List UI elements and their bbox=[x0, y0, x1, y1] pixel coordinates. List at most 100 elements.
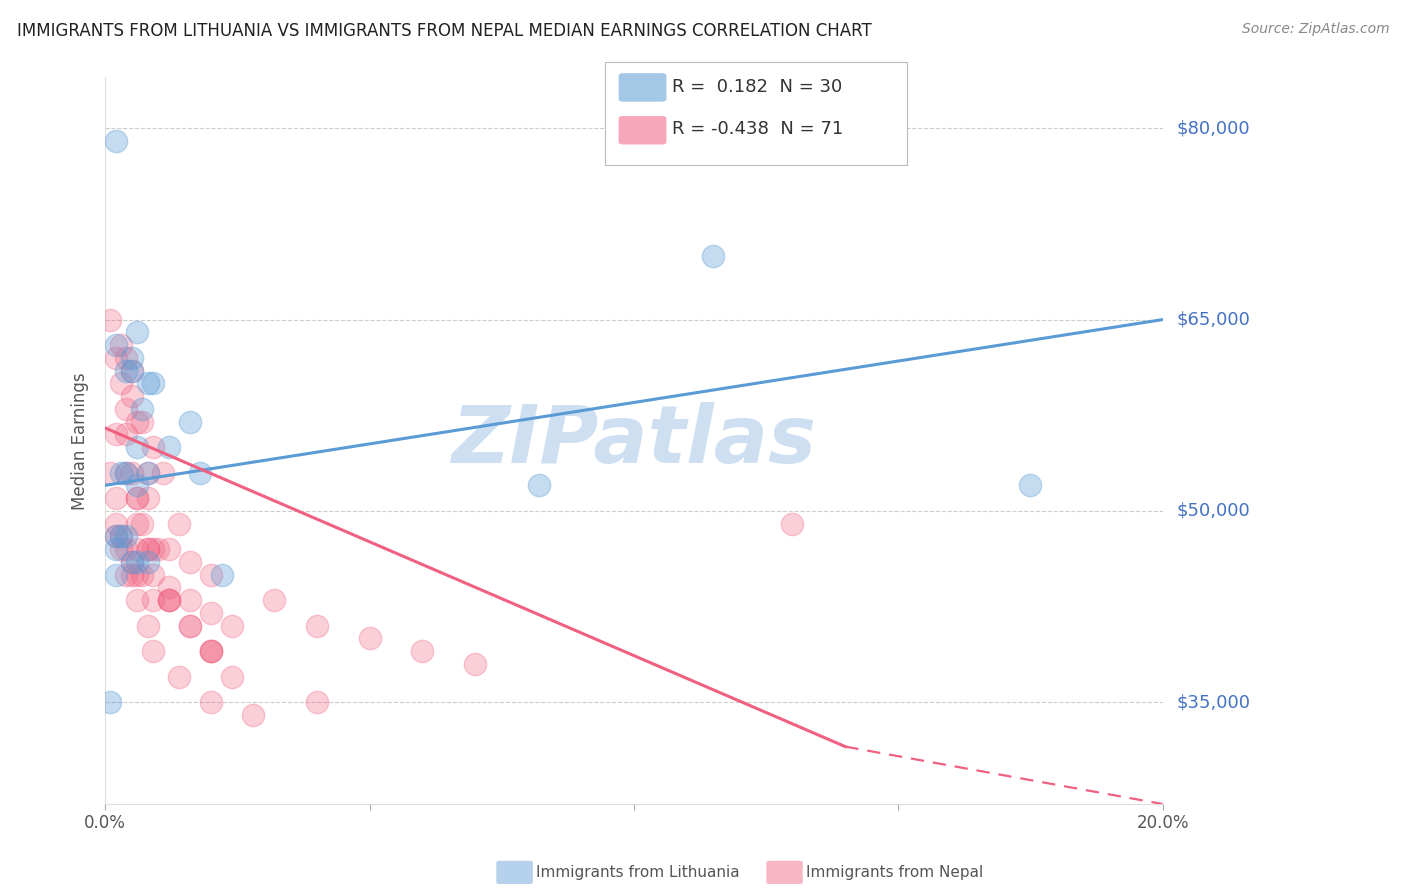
Point bbox=[121, 555, 143, 569]
Point bbox=[100, 466, 122, 480]
Point bbox=[100, 695, 122, 709]
Point bbox=[121, 363, 143, 377]
Point bbox=[104, 529, 127, 543]
Text: ZIPatlas: ZIPatlas bbox=[451, 401, 817, 480]
Point bbox=[221, 669, 243, 683]
Point bbox=[104, 516, 127, 531]
Point bbox=[200, 644, 222, 658]
Point bbox=[104, 567, 127, 582]
Point bbox=[136, 542, 159, 557]
Point bbox=[125, 440, 148, 454]
Point bbox=[142, 542, 165, 557]
Point bbox=[782, 516, 804, 531]
Point bbox=[121, 363, 143, 377]
Point bbox=[125, 491, 148, 505]
Point bbox=[200, 695, 222, 709]
Text: Immigrants from Lithuania: Immigrants from Lithuania bbox=[536, 865, 740, 880]
Text: R = -0.438  N = 71: R = -0.438 N = 71 bbox=[672, 120, 844, 138]
Point bbox=[211, 567, 233, 582]
Point bbox=[104, 529, 127, 543]
Point bbox=[115, 401, 138, 416]
Point bbox=[100, 312, 122, 326]
Point bbox=[157, 593, 180, 607]
Point bbox=[121, 466, 143, 480]
Point bbox=[104, 427, 127, 442]
Point bbox=[125, 542, 148, 557]
Point bbox=[121, 567, 143, 582]
Point bbox=[263, 593, 285, 607]
Point bbox=[131, 415, 153, 429]
Point bbox=[152, 466, 174, 480]
Point bbox=[110, 376, 132, 391]
Text: Immigrants from Nepal: Immigrants from Nepal bbox=[806, 865, 983, 880]
Text: $35,000: $35,000 bbox=[1177, 693, 1250, 711]
Point bbox=[131, 401, 153, 416]
Point bbox=[179, 593, 201, 607]
Point bbox=[121, 389, 143, 403]
Point bbox=[142, 376, 165, 391]
Point bbox=[104, 134, 127, 148]
Point bbox=[115, 351, 138, 365]
Point bbox=[125, 326, 148, 340]
Point bbox=[142, 593, 165, 607]
Point bbox=[157, 440, 180, 454]
Point bbox=[104, 351, 127, 365]
Point bbox=[115, 466, 138, 480]
Point bbox=[115, 542, 138, 557]
Point bbox=[136, 542, 159, 557]
Point bbox=[179, 618, 201, 632]
Point bbox=[179, 415, 201, 429]
Point bbox=[125, 593, 148, 607]
Point bbox=[200, 644, 222, 658]
Point bbox=[110, 542, 132, 557]
Point bbox=[200, 567, 222, 582]
Point bbox=[179, 555, 201, 569]
Point bbox=[179, 618, 201, 632]
Point bbox=[121, 351, 143, 365]
Point bbox=[305, 618, 328, 632]
Point bbox=[125, 491, 148, 505]
Point bbox=[167, 516, 190, 531]
Point bbox=[115, 466, 138, 480]
Point bbox=[136, 618, 159, 632]
Point bbox=[527, 478, 550, 492]
Point bbox=[200, 606, 222, 620]
Text: $50,000: $50,000 bbox=[1177, 502, 1250, 520]
Point bbox=[167, 669, 190, 683]
Point bbox=[411, 644, 433, 658]
Point bbox=[110, 529, 132, 543]
Point bbox=[110, 466, 132, 480]
Point bbox=[104, 542, 127, 557]
Point bbox=[136, 466, 159, 480]
Y-axis label: Median Earnings: Median Earnings bbox=[72, 372, 89, 509]
Point bbox=[190, 466, 212, 480]
Point bbox=[142, 644, 165, 658]
Point bbox=[702, 249, 724, 263]
Point bbox=[115, 567, 138, 582]
Text: R =  0.182  N = 30: R = 0.182 N = 30 bbox=[672, 78, 842, 95]
Point bbox=[125, 567, 148, 582]
Point bbox=[136, 466, 159, 480]
Point bbox=[136, 376, 159, 391]
Point bbox=[110, 529, 132, 543]
Point bbox=[359, 632, 381, 646]
Point bbox=[200, 644, 222, 658]
Point bbox=[115, 529, 138, 543]
Point bbox=[125, 478, 148, 492]
Point bbox=[464, 657, 486, 671]
Point bbox=[104, 338, 127, 352]
Point bbox=[142, 440, 165, 454]
Point bbox=[157, 580, 180, 594]
Point bbox=[110, 338, 132, 352]
Point bbox=[125, 415, 148, 429]
Point bbox=[157, 593, 180, 607]
Point bbox=[157, 542, 180, 557]
Point bbox=[131, 516, 153, 531]
Point bbox=[1019, 478, 1042, 492]
Text: Source: ZipAtlas.com: Source: ZipAtlas.com bbox=[1241, 22, 1389, 37]
Point bbox=[125, 555, 148, 569]
Text: $65,000: $65,000 bbox=[1177, 310, 1250, 328]
Point bbox=[221, 618, 243, 632]
Point bbox=[136, 491, 159, 505]
Point bbox=[115, 427, 138, 442]
